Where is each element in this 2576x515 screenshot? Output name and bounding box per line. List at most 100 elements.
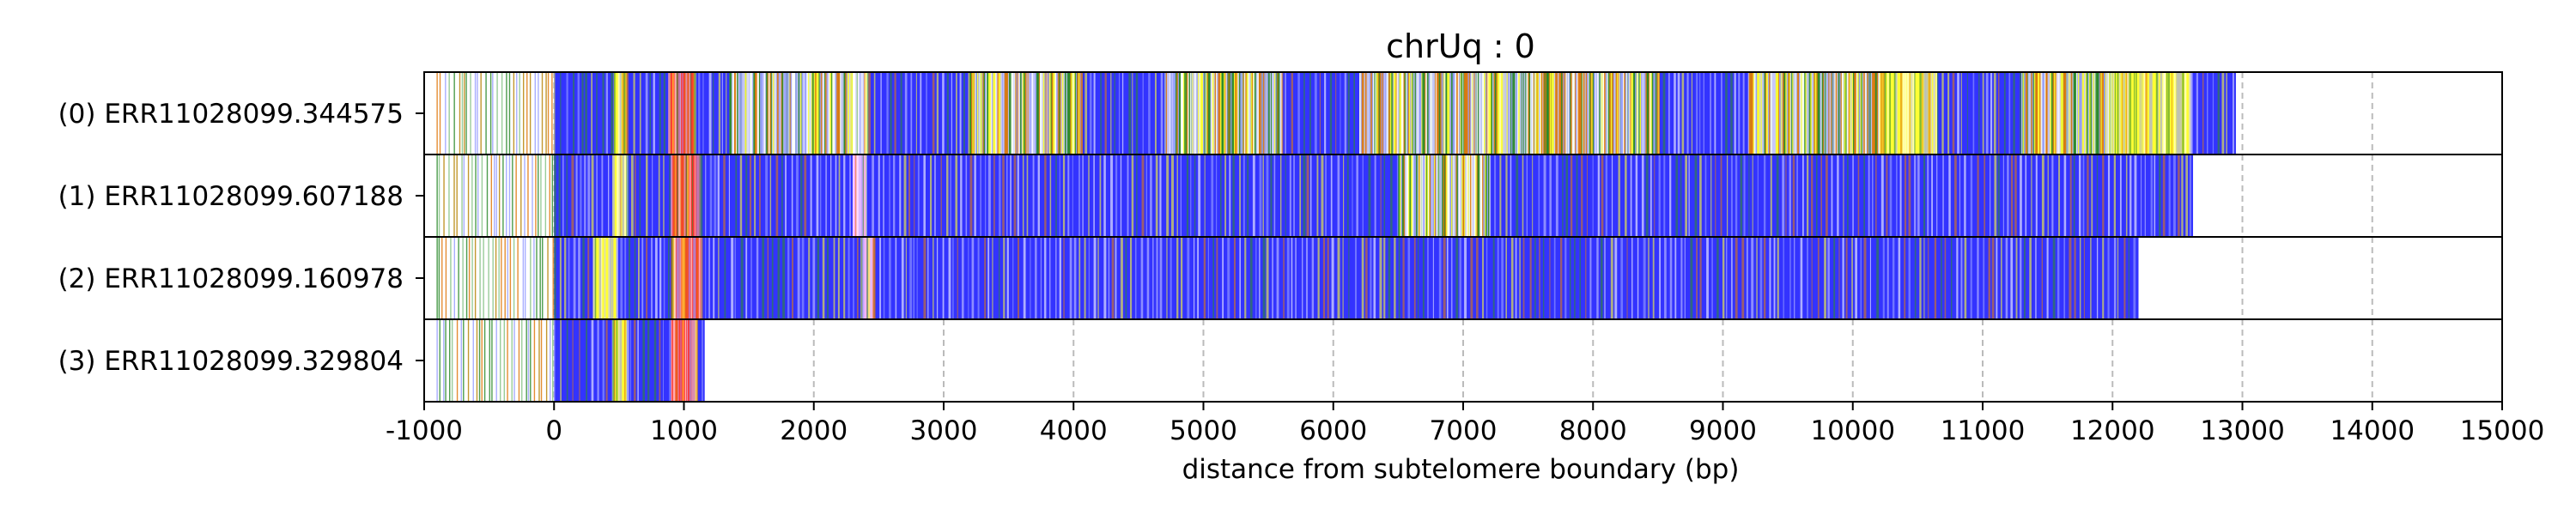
read-texture: [1589, 237, 1592, 319]
read-texture: [2066, 72, 2068, 154]
read-texture: [1150, 154, 1152, 237]
read-texture: [1801, 72, 1804, 154]
read-texture: [1757, 154, 1759, 237]
read-texture: [573, 72, 575, 154]
read-texture: [1414, 154, 1417, 237]
read-texture: [1190, 154, 1192, 237]
read-texture: [930, 154, 933, 237]
read-texture: [883, 154, 884, 237]
read-texture: [901, 237, 904, 319]
read-texture: [1216, 237, 1218, 319]
read-texture: [1831, 154, 1833, 237]
read-texture: [1872, 154, 1874, 237]
read-texture: [765, 154, 769, 237]
read-texture: [900, 72, 902, 154]
read-texture: [1431, 72, 1435, 154]
read-texture: [2020, 237, 2022, 319]
read-texture: [1905, 72, 1907, 154]
read-texture: [1459, 237, 1461, 319]
read-texture: [1641, 154, 1644, 237]
read-texture: [729, 72, 731, 154]
read-label: (3) ERR11028099.329804: [58, 346, 404, 377]
read-texture: [601, 237, 603, 319]
read-texture: [1370, 237, 1372, 319]
read-texture: [1424, 154, 1426, 237]
read-texture: [685, 154, 688, 237]
read-texture: [1450, 237, 1453, 319]
read-texture: [1346, 154, 1349, 237]
read-texture: [1788, 72, 1790, 154]
read-texture: [823, 72, 826, 154]
read-texture: [2217, 72, 2221, 154]
read-texture: [1472, 72, 1473, 154]
read-texture: [1375, 72, 1376, 154]
read-texture: [1642, 72, 1644, 154]
read-texture: [2027, 72, 2031, 154]
read-texture: [866, 237, 869, 319]
read-texture: [788, 72, 790, 154]
read-texture: [1356, 154, 1358, 237]
read-texture: [1882, 237, 1885, 319]
read-texture: [1635, 72, 1637, 154]
x-tick-label: 2000: [780, 415, 848, 446]
read-texture: [695, 319, 698, 402]
read-texture: [1853, 72, 1855, 154]
read-texture: [1895, 72, 1898, 154]
read-texture: [1456, 154, 1460, 237]
read-texture: [2147, 72, 2149, 154]
read-texture: [1220, 72, 1222, 154]
read-texture: [1810, 72, 1813, 154]
read-texture: [1857, 72, 1859, 154]
read-texture: [1343, 154, 1345, 237]
read-texture: [1155, 154, 1158, 237]
read-texture: [693, 237, 696, 319]
read-texture: [2046, 237, 2049, 319]
read-texture: [1061, 72, 1065, 154]
read-texture: [1262, 72, 1264, 154]
read-texture: [1908, 237, 1911, 319]
read-texture: [1303, 72, 1305, 154]
read-texture: [1177, 72, 1179, 154]
read-segment: [694, 72, 730, 154]
read-texture: [1391, 72, 1394, 154]
read-texture: [2123, 237, 2126, 319]
read-texture: [1565, 72, 1567, 154]
read-texture: [1637, 237, 1639, 319]
read-texture: [1418, 237, 1419, 319]
read-texture: [1216, 154, 1218, 237]
read-texture: [694, 237, 696, 319]
read-texture: [971, 237, 975, 319]
read-texture: [1485, 72, 1488, 154]
read-texture: [1444, 72, 1446, 154]
read-texture: [1262, 237, 1266, 319]
read-texture: [1202, 72, 1206, 154]
read-texture: [1048, 72, 1052, 154]
read-texture: [1266, 154, 1269, 237]
read-texture: [2026, 72, 2028, 154]
read-texture: [614, 319, 616, 402]
read-texture: [675, 154, 677, 237]
read-texture: [1522, 237, 1525, 319]
read-texture: [927, 237, 929, 319]
read-texture: [1430, 72, 1432, 154]
read-texture: [1930, 72, 1933, 154]
read-texture: [1379, 237, 1382, 319]
read-texture: [659, 72, 661, 154]
read-texture: [2096, 237, 2099, 319]
read-texture: [698, 237, 701, 319]
read-texture: [1078, 72, 1080, 154]
read-texture: [1472, 154, 1476, 237]
read-texture: [784, 72, 787, 154]
read-texture: [1042, 72, 1043, 154]
read-texture: [1764, 237, 1766, 319]
read-texture: [1194, 72, 1197, 154]
read-texture: [630, 319, 632, 402]
read-texture: [1242, 154, 1245, 237]
read-texture: [1441, 72, 1443, 154]
read-texture: [831, 72, 833, 154]
read-texture: [1014, 72, 1016, 154]
read-texture: [1763, 154, 1766, 237]
read-texture: [1494, 154, 1497, 237]
read-texture: [859, 72, 861, 154]
read-texture: [772, 72, 775, 154]
